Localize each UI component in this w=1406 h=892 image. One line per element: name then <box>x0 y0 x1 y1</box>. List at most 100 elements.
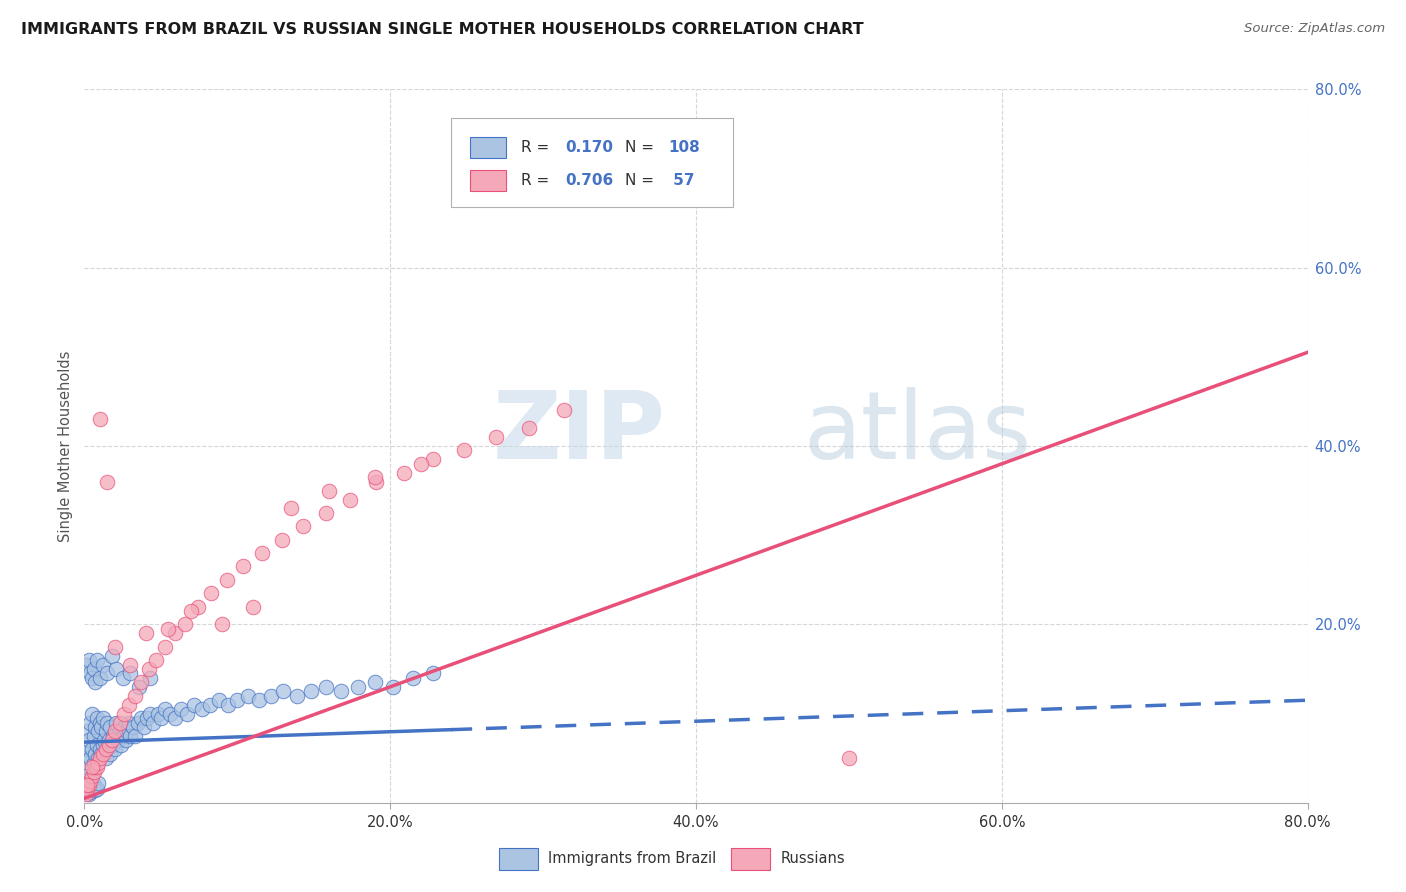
Point <box>83 764 105 779</box>
Point <box>93 733 115 747</box>
Text: 0.170: 0.170 <box>565 140 613 155</box>
Point <box>98 720 121 734</box>
Point <box>250 546 273 560</box>
Point <box>149 711 172 725</box>
Point <box>83 756 105 770</box>
Point <box>104 640 127 654</box>
Point <box>103 729 125 743</box>
Point <box>260 689 283 703</box>
Point <box>84 760 107 774</box>
Point <box>87 776 110 790</box>
Point <box>392 466 415 480</box>
Point <box>83 778 105 792</box>
Point <box>86 711 108 725</box>
Point <box>111 671 134 685</box>
Point <box>129 675 152 690</box>
Point <box>136 711 159 725</box>
Point <box>94 724 117 739</box>
Point <box>120 729 142 743</box>
Point <box>124 729 146 743</box>
Point <box>101 733 124 747</box>
Point <box>215 573 238 587</box>
Point <box>77 778 100 792</box>
Point <box>75 773 97 788</box>
Point <box>120 666 142 681</box>
Point <box>176 706 198 721</box>
Point <box>180 604 202 618</box>
Point <box>330 684 353 698</box>
Point <box>159 706 181 721</box>
Point <box>170 702 193 716</box>
Point <box>163 626 186 640</box>
Point <box>79 715 101 730</box>
Point <box>80 706 103 721</box>
Text: 108: 108 <box>668 140 700 155</box>
Point <box>79 666 101 681</box>
Point <box>112 720 135 734</box>
Point <box>108 724 131 739</box>
Point <box>299 684 322 698</box>
Point <box>90 720 112 734</box>
Point <box>232 559 254 574</box>
Point <box>76 778 98 792</box>
Point <box>122 720 145 734</box>
Point <box>76 782 98 797</box>
Text: Source: ZipAtlas.com: Source: ZipAtlas.com <box>1244 22 1385 36</box>
Point <box>96 666 118 681</box>
Point <box>485 430 508 444</box>
Point <box>553 403 575 417</box>
Point <box>145 653 167 667</box>
Point <box>315 680 337 694</box>
Point <box>236 689 259 703</box>
Point <box>155 702 177 716</box>
Point <box>90 747 112 761</box>
Text: ZIP: ZIP <box>492 386 665 479</box>
FancyBboxPatch shape <box>470 137 506 159</box>
Point <box>115 724 138 739</box>
Point <box>198 698 221 712</box>
Point <box>132 720 155 734</box>
Point <box>112 706 135 721</box>
Point <box>80 760 103 774</box>
Point <box>142 715 165 730</box>
Point <box>285 689 308 703</box>
Point <box>402 671 425 685</box>
Point <box>120 657 142 672</box>
Point <box>94 742 117 756</box>
Point <box>271 684 294 698</box>
Point <box>347 680 370 694</box>
Point <box>97 738 120 752</box>
Point <box>79 785 101 799</box>
Text: R =: R = <box>522 173 554 188</box>
Point <box>86 781 108 796</box>
Point <box>114 733 136 747</box>
Point <box>96 742 118 756</box>
FancyBboxPatch shape <box>470 169 506 191</box>
Point <box>89 715 111 730</box>
Point <box>83 662 105 676</box>
Point <box>96 715 118 730</box>
Y-axis label: Single Mother Households: Single Mother Households <box>58 351 73 541</box>
Point <box>101 648 124 663</box>
Point <box>84 720 107 734</box>
Point <box>382 680 405 694</box>
Point <box>453 443 475 458</box>
Point <box>91 711 114 725</box>
Point <box>79 773 101 788</box>
Text: N =: N = <box>626 140 659 155</box>
Point <box>107 733 129 747</box>
Point <box>124 689 146 703</box>
Point <box>315 506 337 520</box>
Point <box>270 533 292 547</box>
Point <box>157 622 180 636</box>
Point <box>108 715 131 730</box>
Point <box>77 733 100 747</box>
Point <box>247 693 270 707</box>
Point <box>163 711 186 725</box>
Point <box>84 675 107 690</box>
Point <box>242 599 264 614</box>
Text: 0.706: 0.706 <box>565 173 613 188</box>
Point <box>174 617 197 632</box>
Point <box>422 452 444 467</box>
FancyBboxPatch shape <box>451 118 733 207</box>
